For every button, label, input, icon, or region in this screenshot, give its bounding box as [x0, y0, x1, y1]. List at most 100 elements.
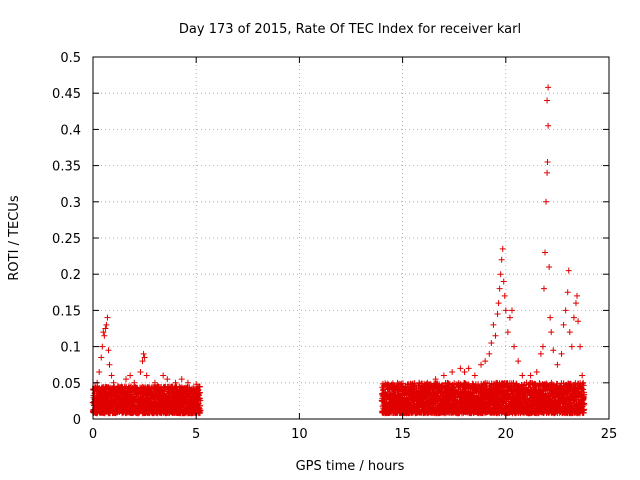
- data-point: [581, 401, 588, 408]
- data-point: [564, 289, 571, 296]
- data-point: [486, 350, 493, 357]
- data-points: [89, 84, 588, 417]
- data-point: [140, 350, 147, 357]
- data-point: [461, 368, 468, 375]
- data-point: [568, 343, 575, 350]
- data-point: [496, 285, 503, 292]
- data-point: [494, 311, 501, 318]
- y-tick-label: 0.1: [60, 341, 81, 356]
- data-point: [506, 314, 513, 321]
- data-point: [498, 256, 505, 263]
- data-point: [543, 198, 550, 205]
- data-point: [560, 321, 567, 328]
- data-point: [137, 368, 144, 375]
- data-point: [193, 381, 200, 388]
- data-point: [164, 376, 171, 383]
- x-tick-label: 5: [192, 427, 200, 442]
- data-point: [123, 376, 130, 383]
- data-point: [558, 350, 565, 357]
- data-point: [527, 372, 534, 379]
- data-point: [473, 387, 480, 394]
- data-point: [580, 379, 587, 386]
- data-point: [457, 365, 464, 372]
- x-tick-label: 20: [498, 427, 515, 442]
- data-point: [101, 332, 108, 339]
- data-point: [96, 368, 103, 375]
- data-point: [110, 379, 117, 386]
- x-tick-label: 10: [291, 427, 308, 442]
- data-point: [160, 372, 167, 379]
- data-point: [511, 343, 518, 350]
- data-point: [544, 169, 551, 176]
- plot-frame: [92, 56, 610, 420]
- data-point: [574, 292, 581, 299]
- y-tick-label: 0.05: [52, 377, 81, 392]
- data-point: [570, 314, 577, 321]
- data-point: [184, 379, 191, 386]
- data-point: [575, 318, 582, 325]
- data-point: [542, 249, 549, 256]
- data-point: [581, 391, 588, 398]
- data-point: [544, 384, 551, 391]
- data-point: [465, 382, 472, 389]
- data-point: [449, 368, 456, 375]
- data-point: [196, 390, 203, 397]
- data-point: [523, 379, 530, 386]
- y-tick-label: 0.3: [60, 196, 81, 211]
- y-tick-label: 0.25: [52, 232, 81, 247]
- data-point: [544, 158, 551, 165]
- data-point: [424, 379, 431, 386]
- y-tick-label: 0.5: [60, 51, 81, 66]
- data-point: [519, 372, 526, 379]
- y-axis-title: ROTI / TECUs: [7, 195, 22, 280]
- data-point: [139, 358, 146, 365]
- data-point: [403, 389, 410, 396]
- data-point: [495, 300, 502, 307]
- data-point: [579, 372, 586, 379]
- data-point: [432, 376, 439, 383]
- y-tick-labels: 0 0.05 0.1 0.15 0.2 0.25 0.3 0.35 0.4 0.45 0.5: [52, 51, 81, 428]
- data-point: [539, 343, 546, 350]
- y-tick-label: 0.4: [60, 123, 81, 138]
- data-point: [515, 358, 522, 365]
- data-point: [536, 380, 543, 387]
- data-point: [504, 329, 511, 336]
- data-point: [497, 271, 504, 278]
- data-point: [565, 267, 572, 274]
- chart-title: Day 173 of 2015, Rate Of TEC Index for r…: [179, 22, 521, 37]
- data-point: [533, 368, 540, 375]
- data-point: [566, 329, 573, 336]
- data-point: [546, 263, 553, 270]
- data-point: [197, 397, 204, 404]
- x-axis-title: GPS time / hours: [296, 459, 405, 474]
- data-point: [580, 386, 587, 393]
- data-point: [492, 332, 499, 339]
- data-point: [141, 354, 148, 361]
- data-point: [100, 329, 107, 336]
- data-point: [102, 325, 109, 332]
- axis-ticks: [92, 56, 610, 420]
- data-point: [499, 245, 506, 252]
- data-point: [416, 379, 423, 386]
- data-point: [501, 292, 508, 299]
- data-point: [99, 343, 106, 350]
- data-point: [465, 365, 472, 372]
- data-point: [151, 379, 158, 386]
- data-point: [550, 347, 557, 354]
- data-point: [471, 372, 478, 379]
- data-point: [178, 376, 185, 383]
- x-tick-labels: 0 5 10 15 20 25: [89, 427, 617, 442]
- data-point: [478, 361, 485, 368]
- x-tick-label: 0: [89, 427, 97, 442]
- data-point: [440, 372, 447, 379]
- data-point: [127, 372, 134, 379]
- data-point: [395, 387, 402, 394]
- y-tick-label: 0.45: [52, 87, 81, 102]
- data-point: [105, 347, 112, 354]
- x-tick-label: 15: [394, 427, 411, 442]
- y-tick-label: 0: [73, 413, 81, 428]
- data-point: [580, 382, 587, 389]
- data-point: [540, 285, 547, 292]
- data-point: [500, 278, 507, 285]
